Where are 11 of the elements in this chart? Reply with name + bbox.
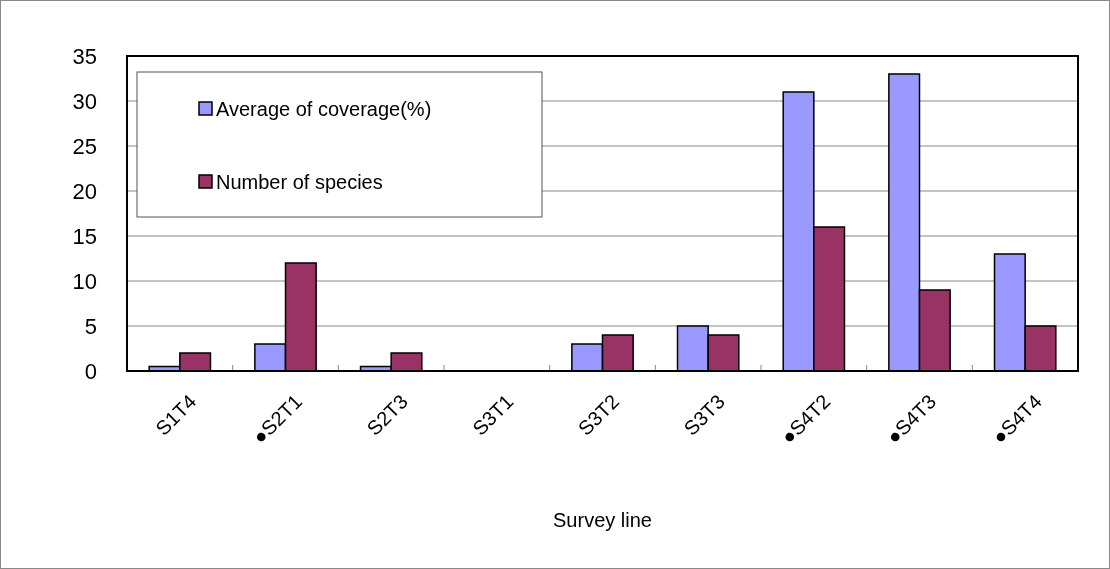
y-tick-label: 0 <box>84 358 97 384</box>
y-tick-label: 35 <box>72 43 97 69</box>
legend-label: Number of species <box>216 171 383 193</box>
y-tick-label: 25 <box>72 133 97 159</box>
y-tick-label: 15 <box>72 223 97 249</box>
y-tick-label: 5 <box>84 313 97 339</box>
y-tick-label: 20 <box>72 178 97 204</box>
x-axis-title: Survey line <box>553 509 652 531</box>
y-tick-label: 30 <box>72 88 97 114</box>
y-tick-label: 10 <box>72 268 97 294</box>
legend-label: Average of coverage(%) <box>216 98 432 120</box>
